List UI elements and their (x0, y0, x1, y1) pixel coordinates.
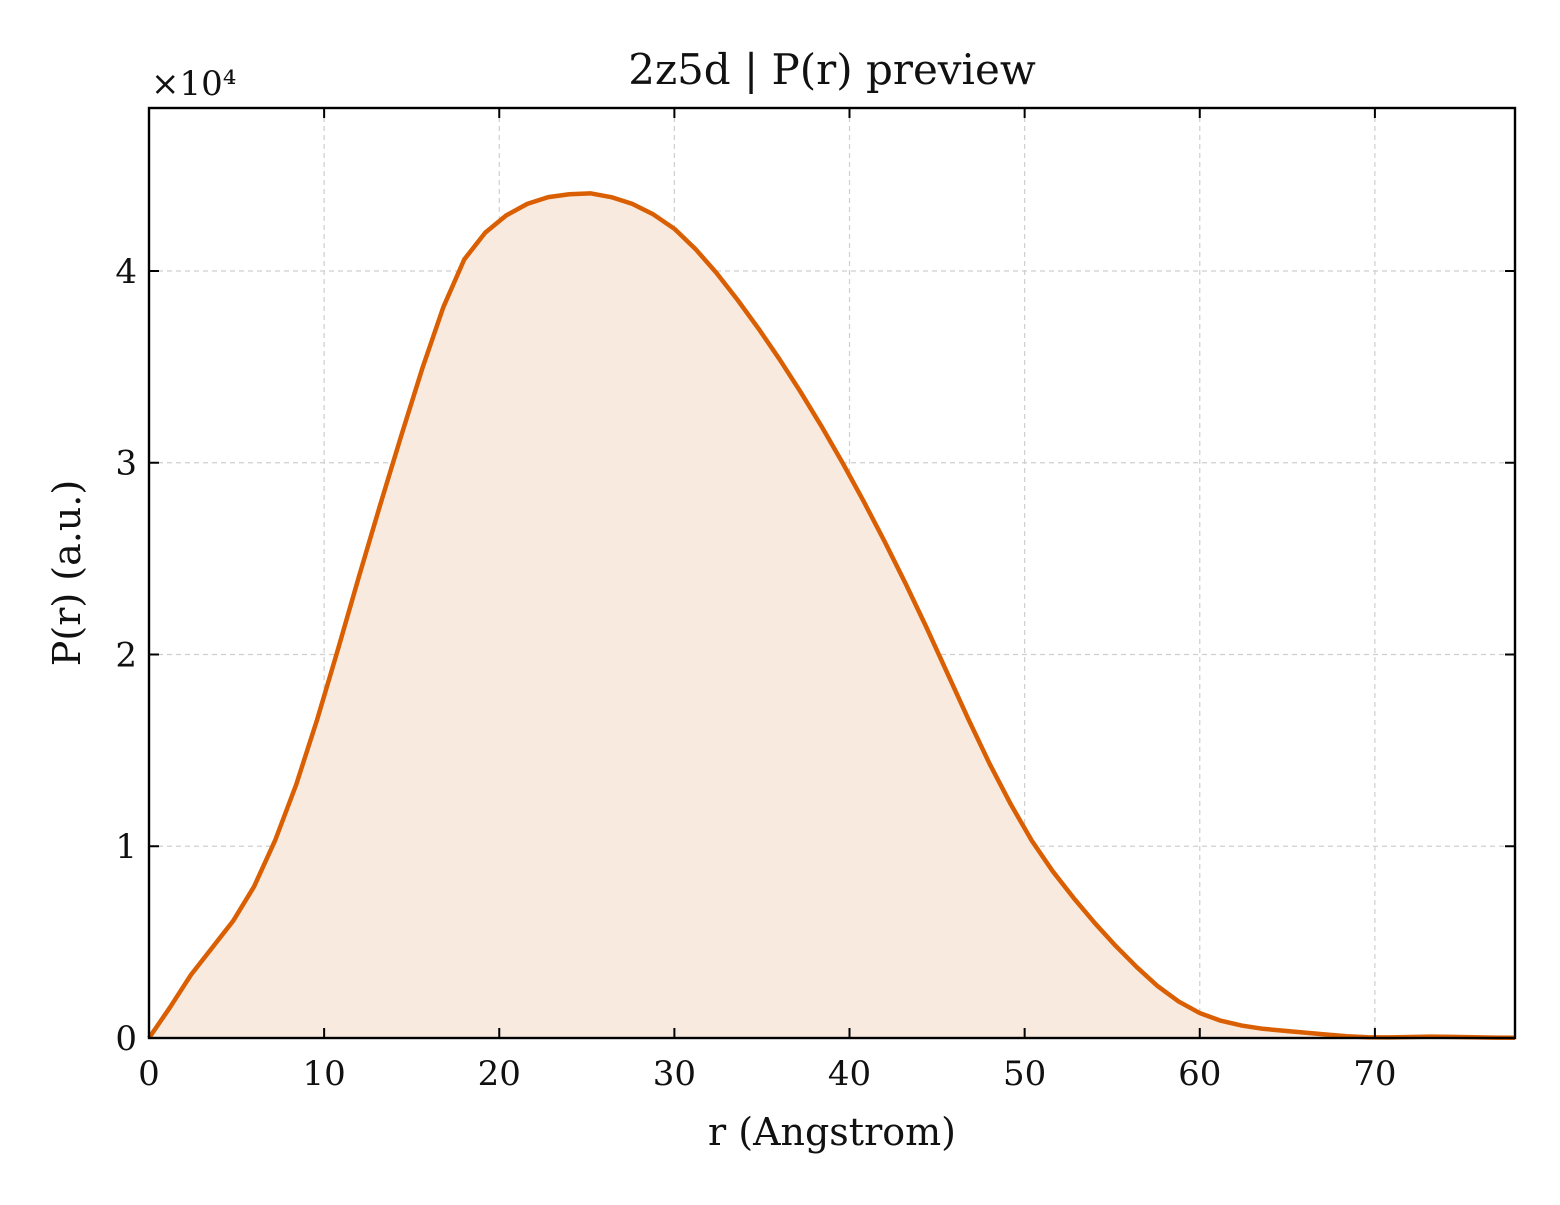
x-tick-label: 30 (653, 1054, 696, 1094)
y-axis-label: P(r) (a.u.) (45, 480, 89, 666)
x-tick-label: 70 (1353, 1054, 1396, 1094)
y-tick-label: 3 (115, 444, 137, 484)
y-tick-label: 1 (115, 827, 137, 867)
x-axis-label: r (Angstrom) (708, 1110, 956, 1154)
x-tick-label: 20 (478, 1054, 521, 1094)
y-tick-label: 4 (115, 252, 137, 292)
axis-ticks: 0 10 20 30 40 50 60 70 0 1 2 3 4 (115, 108, 1515, 1094)
y-axis-multiplier: ×10⁴ (151, 64, 236, 104)
x-tick-label: 0 (138, 1054, 160, 1094)
x-tick-label: 40 (828, 1054, 871, 1094)
x-tick-label: 10 (302, 1054, 345, 1094)
y-tick-label: 2 (115, 635, 137, 675)
chart-title: 2z5d | P(r) preview (628, 45, 1036, 94)
y-tick-label: 0 (115, 1019, 137, 1059)
area-fill (149, 193, 1515, 1038)
series-line (147, 191, 1516, 1041)
plot-frame (147, 106, 1517, 1040)
x-tick-label: 60 (1178, 1054, 1221, 1094)
x-tick-label: 50 (1003, 1054, 1046, 1094)
